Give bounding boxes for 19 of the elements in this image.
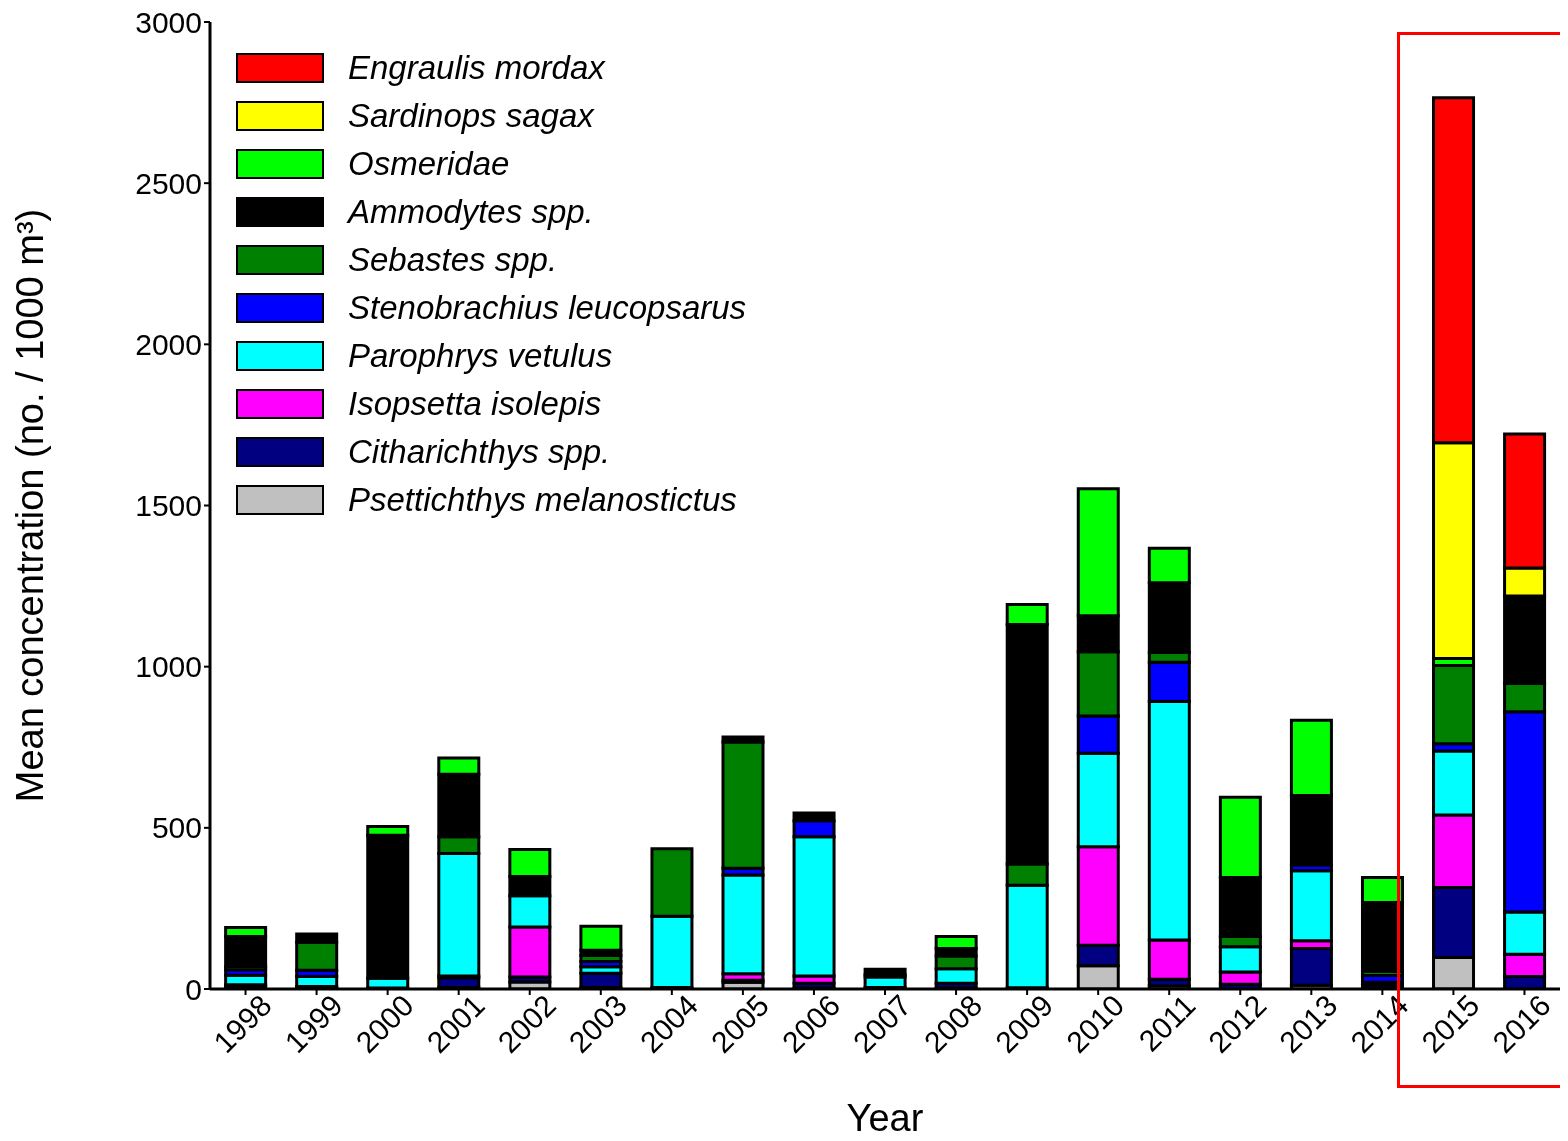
legend-label: Isopsetta isolepis — [348, 385, 602, 423]
legend-label: Parophrys vetulus — [348, 337, 613, 375]
legend-label: Ammodytes spp. — [348, 193, 594, 231]
y-tick-label: 2500 — [135, 166, 202, 200]
y-tick-label: 500 — [151, 811, 202, 845]
legend-label: Engraulis mordax — [348, 49, 605, 87]
x-axis-title: Year — [846, 1097, 924, 1139]
legend-label: Sebastes spp. — [348, 241, 558, 279]
y-tick-label: 1000 — [135, 650, 202, 684]
y-tick-label: 2000 — [135, 327, 202, 361]
y-tick-label: 3000 — [135, 5, 202, 39]
legend-label: Psettichthys melanostictus — [348, 481, 737, 519]
y-tick-label: 0 — [185, 972, 202, 1006]
legend-label: Stenobrachius leucopsarus — [348, 289, 747, 327]
y-axis-title: Mean concentration (no. / 1000 m³) — [9, 208, 52, 803]
legend-label: Citharichthys spp. — [348, 433, 611, 471]
y-tick-label: 1500 — [135, 489, 202, 523]
legend-label: Sardinops sagax — [348, 97, 594, 135]
legend-label: Osmeridae — [348, 145, 510, 183]
